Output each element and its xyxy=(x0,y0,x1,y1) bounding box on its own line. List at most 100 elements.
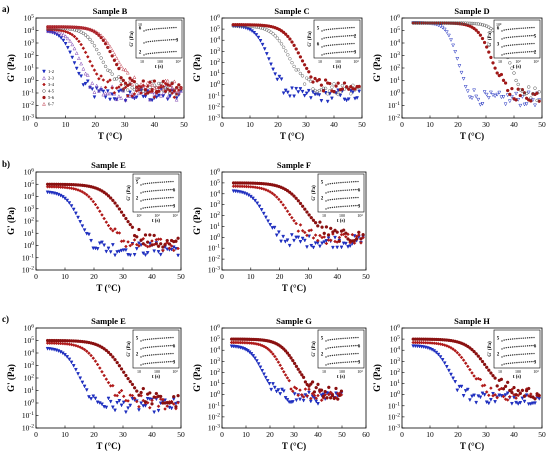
inset-point xyxy=(342,35,345,37)
inset-point xyxy=(325,184,327,186)
data-point xyxy=(434,350,439,355)
inset-point xyxy=(143,54,145,56)
y-tick-label: 102 xyxy=(210,58,221,67)
inset-point xyxy=(168,205,170,207)
inset-point xyxy=(159,337,161,339)
panel-title: Sample B xyxy=(93,6,128,16)
data-point xyxy=(516,402,521,406)
data-point xyxy=(115,204,119,208)
data-point xyxy=(518,401,523,405)
data-point xyxy=(73,367,78,372)
data-point xyxy=(339,389,344,393)
inset-point xyxy=(533,336,535,339)
inset-point xyxy=(153,362,155,364)
data-point xyxy=(150,98,155,103)
data-point xyxy=(273,72,278,77)
data-point xyxy=(325,396,329,400)
inset-point xyxy=(529,27,531,29)
data-point xyxy=(302,82,307,86)
data-point xyxy=(524,96,529,100)
data-point xyxy=(258,39,263,43)
data-point xyxy=(506,88,510,93)
data-point xyxy=(61,24,66,29)
inset-point xyxy=(172,352,174,355)
data-point xyxy=(128,90,132,95)
inset-point xyxy=(168,51,171,53)
inset-point xyxy=(335,182,338,184)
data-point xyxy=(251,354,256,358)
inset-point xyxy=(346,361,349,363)
data-point xyxy=(77,56,81,60)
inset-point xyxy=(171,51,173,53)
data-point xyxy=(87,351,91,356)
data-point xyxy=(482,40,487,45)
data-point xyxy=(70,32,75,37)
x-tick-label: 10 xyxy=(61,430,69,439)
y-tick-label: 105 xyxy=(210,178,221,187)
panel-title: Sample H xyxy=(454,316,490,326)
data-point xyxy=(156,250,161,254)
x-tick-label: 30 xyxy=(290,430,298,439)
data-point xyxy=(326,236,331,241)
series-s3 xyxy=(231,23,361,94)
data-point xyxy=(141,83,146,87)
x-tick-label: 40 xyxy=(314,430,322,439)
inset-point xyxy=(524,43,527,45)
data-point xyxy=(174,93,179,97)
data-point xyxy=(432,21,436,25)
data-point xyxy=(102,216,107,221)
data-point xyxy=(159,394,163,399)
data-point xyxy=(152,249,157,254)
data-point xyxy=(106,350,111,355)
data-point xyxy=(83,33,88,37)
data-point xyxy=(267,382,272,386)
data-point xyxy=(45,28,50,33)
data-point xyxy=(510,66,514,70)
inset-point xyxy=(142,363,144,365)
data-point xyxy=(307,70,311,74)
data-point xyxy=(459,21,464,25)
data-point xyxy=(174,85,179,90)
data-point xyxy=(309,75,313,79)
inset-point xyxy=(163,361,166,363)
data-point xyxy=(81,46,86,51)
data-points xyxy=(231,181,366,250)
data-point xyxy=(88,37,92,42)
data-point xyxy=(52,29,57,34)
data-point xyxy=(266,57,271,62)
data-point xyxy=(468,21,472,25)
data-point xyxy=(472,393,477,398)
inset-curve-label: 2 xyxy=(139,51,142,56)
x-tick-label: 0 xyxy=(220,272,224,281)
inset-point xyxy=(336,35,338,38)
data-point xyxy=(533,103,537,108)
data-points xyxy=(229,337,344,406)
data-point xyxy=(419,21,424,25)
inset-point xyxy=(338,43,340,46)
x-tick-label: 10 xyxy=(242,430,250,439)
y-axis-label: G' (Pa) xyxy=(192,54,202,82)
inset-point xyxy=(165,197,168,199)
data-point xyxy=(286,34,290,39)
inset-x-tick: 10 xyxy=(322,213,326,218)
data-point xyxy=(110,383,115,388)
inset-y-tick: 10 xyxy=(138,22,142,27)
data-point xyxy=(350,90,355,95)
data-point xyxy=(464,21,468,25)
data-point xyxy=(304,91,309,96)
series-s2 xyxy=(45,341,180,411)
inset-point xyxy=(522,361,525,363)
data-point xyxy=(281,203,286,207)
inset-point xyxy=(344,43,347,45)
data-point xyxy=(121,88,125,92)
data-point xyxy=(283,88,288,93)
data-point xyxy=(298,240,303,244)
data-point xyxy=(152,410,157,415)
data-point xyxy=(91,199,96,204)
inset-point xyxy=(172,204,174,207)
inset-point xyxy=(338,190,340,192)
inset-point xyxy=(155,205,157,208)
inset-point xyxy=(348,345,351,347)
